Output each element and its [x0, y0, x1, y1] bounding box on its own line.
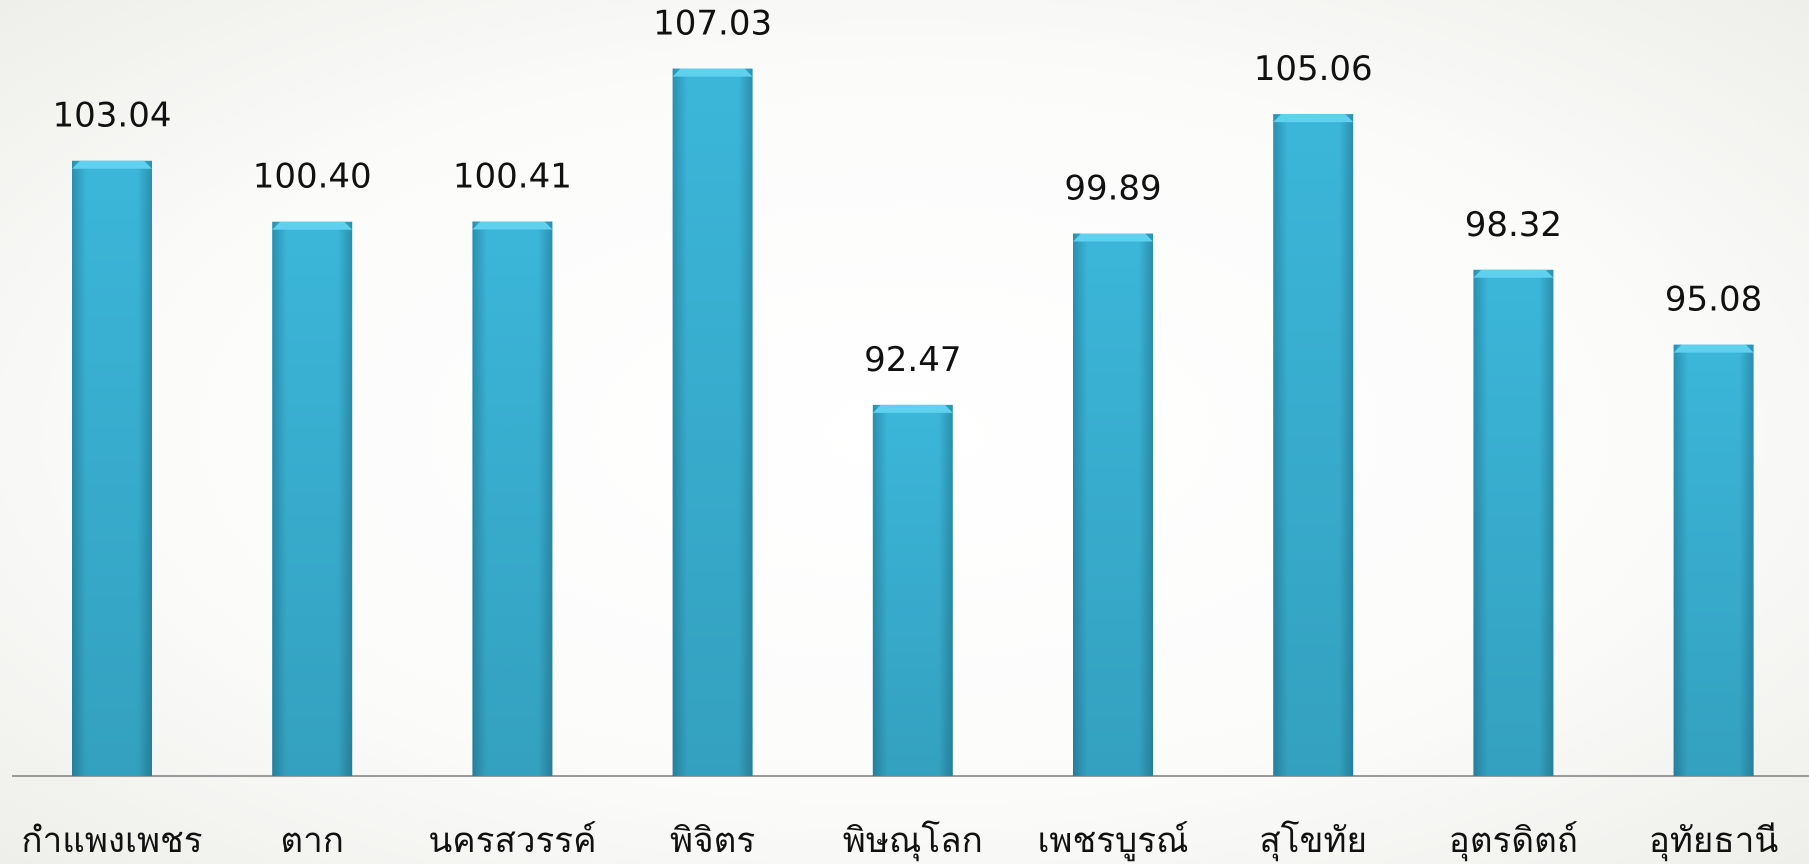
category-label-7: อุตรดิตถ์ [1449, 821, 1578, 861]
category-label-5: เพชรบูรณ์ [1037, 821, 1188, 861]
bar-shade-5 [1073, 233, 1153, 776]
category-label-4: พิษณุโลก [843, 820, 983, 861]
value-label-8: 95.08 [1665, 280, 1762, 320]
bar-cap-8 [1673, 344, 1754, 353]
bar-shade-8 [1673, 344, 1754, 776]
category-label-3: พิจิตร [670, 821, 755, 861]
bar-shade-2 [472, 221, 553, 776]
category-label-1: ตาก [280, 821, 344, 861]
bar-cap-2 [472, 221, 553, 230]
value-label-2: 100.41 [453, 156, 572, 196]
bar-cap-0 [72, 160, 152, 169]
bar-shade-3 [672, 68, 753, 777]
bar-cap-6 [1273, 114, 1354, 123]
category-label-2: นครสวรรค์ [428, 821, 596, 861]
bar-cap-4 [872, 404, 953, 413]
bar-shade-7 [1473, 269, 1554, 776]
value-label-5: 99.89 [1064, 168, 1161, 208]
value-label-0: 103.04 [53, 96, 172, 136]
bar-shade-6 [1273, 114, 1354, 777]
value-label-1: 100.40 [253, 157, 372, 197]
bar-cap-5 [1073, 233, 1153, 242]
bar-shade-0 [72, 160, 152, 776]
value-label-3: 107.03 [653, 4, 772, 44]
category-label-6: สุโขทัย [1259, 820, 1367, 861]
bar-cap-3 [672, 68, 753, 77]
category-label-8: อุทัยธานี [1649, 821, 1779, 861]
value-label-4: 92.47 [864, 340, 961, 380]
bar-shade-4 [872, 404, 953, 776]
bar-shade-1 [272, 221, 353, 776]
bar-cap-7 [1473, 269, 1554, 278]
bar-cap-1 [272, 221, 353, 230]
value-label-6: 105.06 [1254, 49, 1373, 89]
category-label-0: กำแพงเพชร [21, 821, 202, 861]
value-label-7: 98.32 [1465, 205, 1562, 245]
